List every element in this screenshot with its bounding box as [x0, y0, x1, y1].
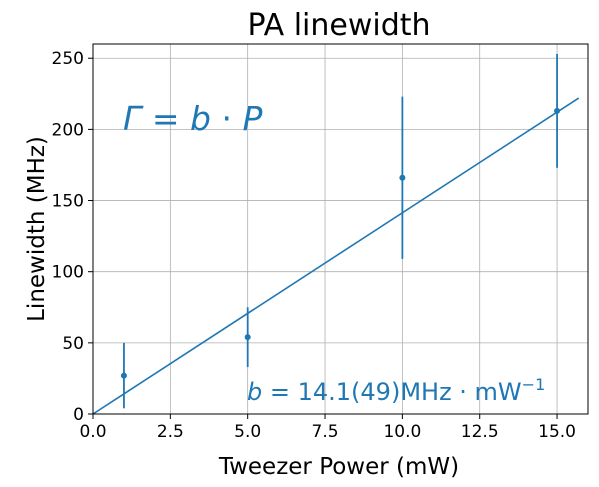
x-tick-label: 0.0	[79, 422, 106, 442]
formula-dot: ·	[211, 99, 242, 138]
fit-value: 14.1(49)	[298, 378, 401, 406]
x-tick-label: 2.5	[157, 422, 184, 442]
formula-b: b	[190, 99, 211, 138]
formula-equals: =	[141, 99, 190, 138]
data-point	[120, 372, 127, 379]
data-point	[244, 334, 251, 341]
x-tick-label: 7.5	[312, 422, 339, 442]
x-tick-label: 15.0	[538, 422, 576, 442]
formula-p: P	[242, 99, 262, 138]
fit-b: b	[247, 378, 262, 406]
data-point	[399, 174, 406, 181]
ticks: 0.0 2.5 5.0 7.5 10.0 12.5 15.0 0 50 100 150 200 250	[52, 49, 576, 442]
y-tick-label: 100	[52, 263, 84, 283]
x-tick-label: 12.5	[461, 422, 499, 442]
fit-annotation: b = 14.1(49)MHz · mW−1	[247, 375, 545, 406]
chart-title: PA linewidth	[247, 8, 430, 43]
y-tick-label: 250	[52, 49, 84, 69]
plot-frame	[92, 43, 589, 415]
fit-exponent: −1	[522, 375, 546, 394]
y-tick-label: 0	[73, 405, 84, 425]
y-axis-title: Linewidth (MHz)	[24, 136, 50, 322]
y-tick-label: 200	[52, 120, 84, 140]
series-layer	[92, 53, 580, 415]
y-tick-label: 150	[52, 192, 84, 212]
x-tick-label: 5.0	[234, 422, 261, 442]
formula-annotation: Γ = b · P	[123, 99, 262, 138]
fit-unit: MHz · mW	[400, 378, 521, 406]
x-axis-title: Tweezer Power (mW)	[218, 454, 459, 480]
formula-gamma: Γ	[123, 99, 144, 138]
fit-equals: =	[262, 378, 297, 406]
fit-line	[92, 97, 580, 415]
x-tick-label: 10.0	[383, 422, 421, 442]
y-tick-label: 50	[62, 334, 84, 354]
